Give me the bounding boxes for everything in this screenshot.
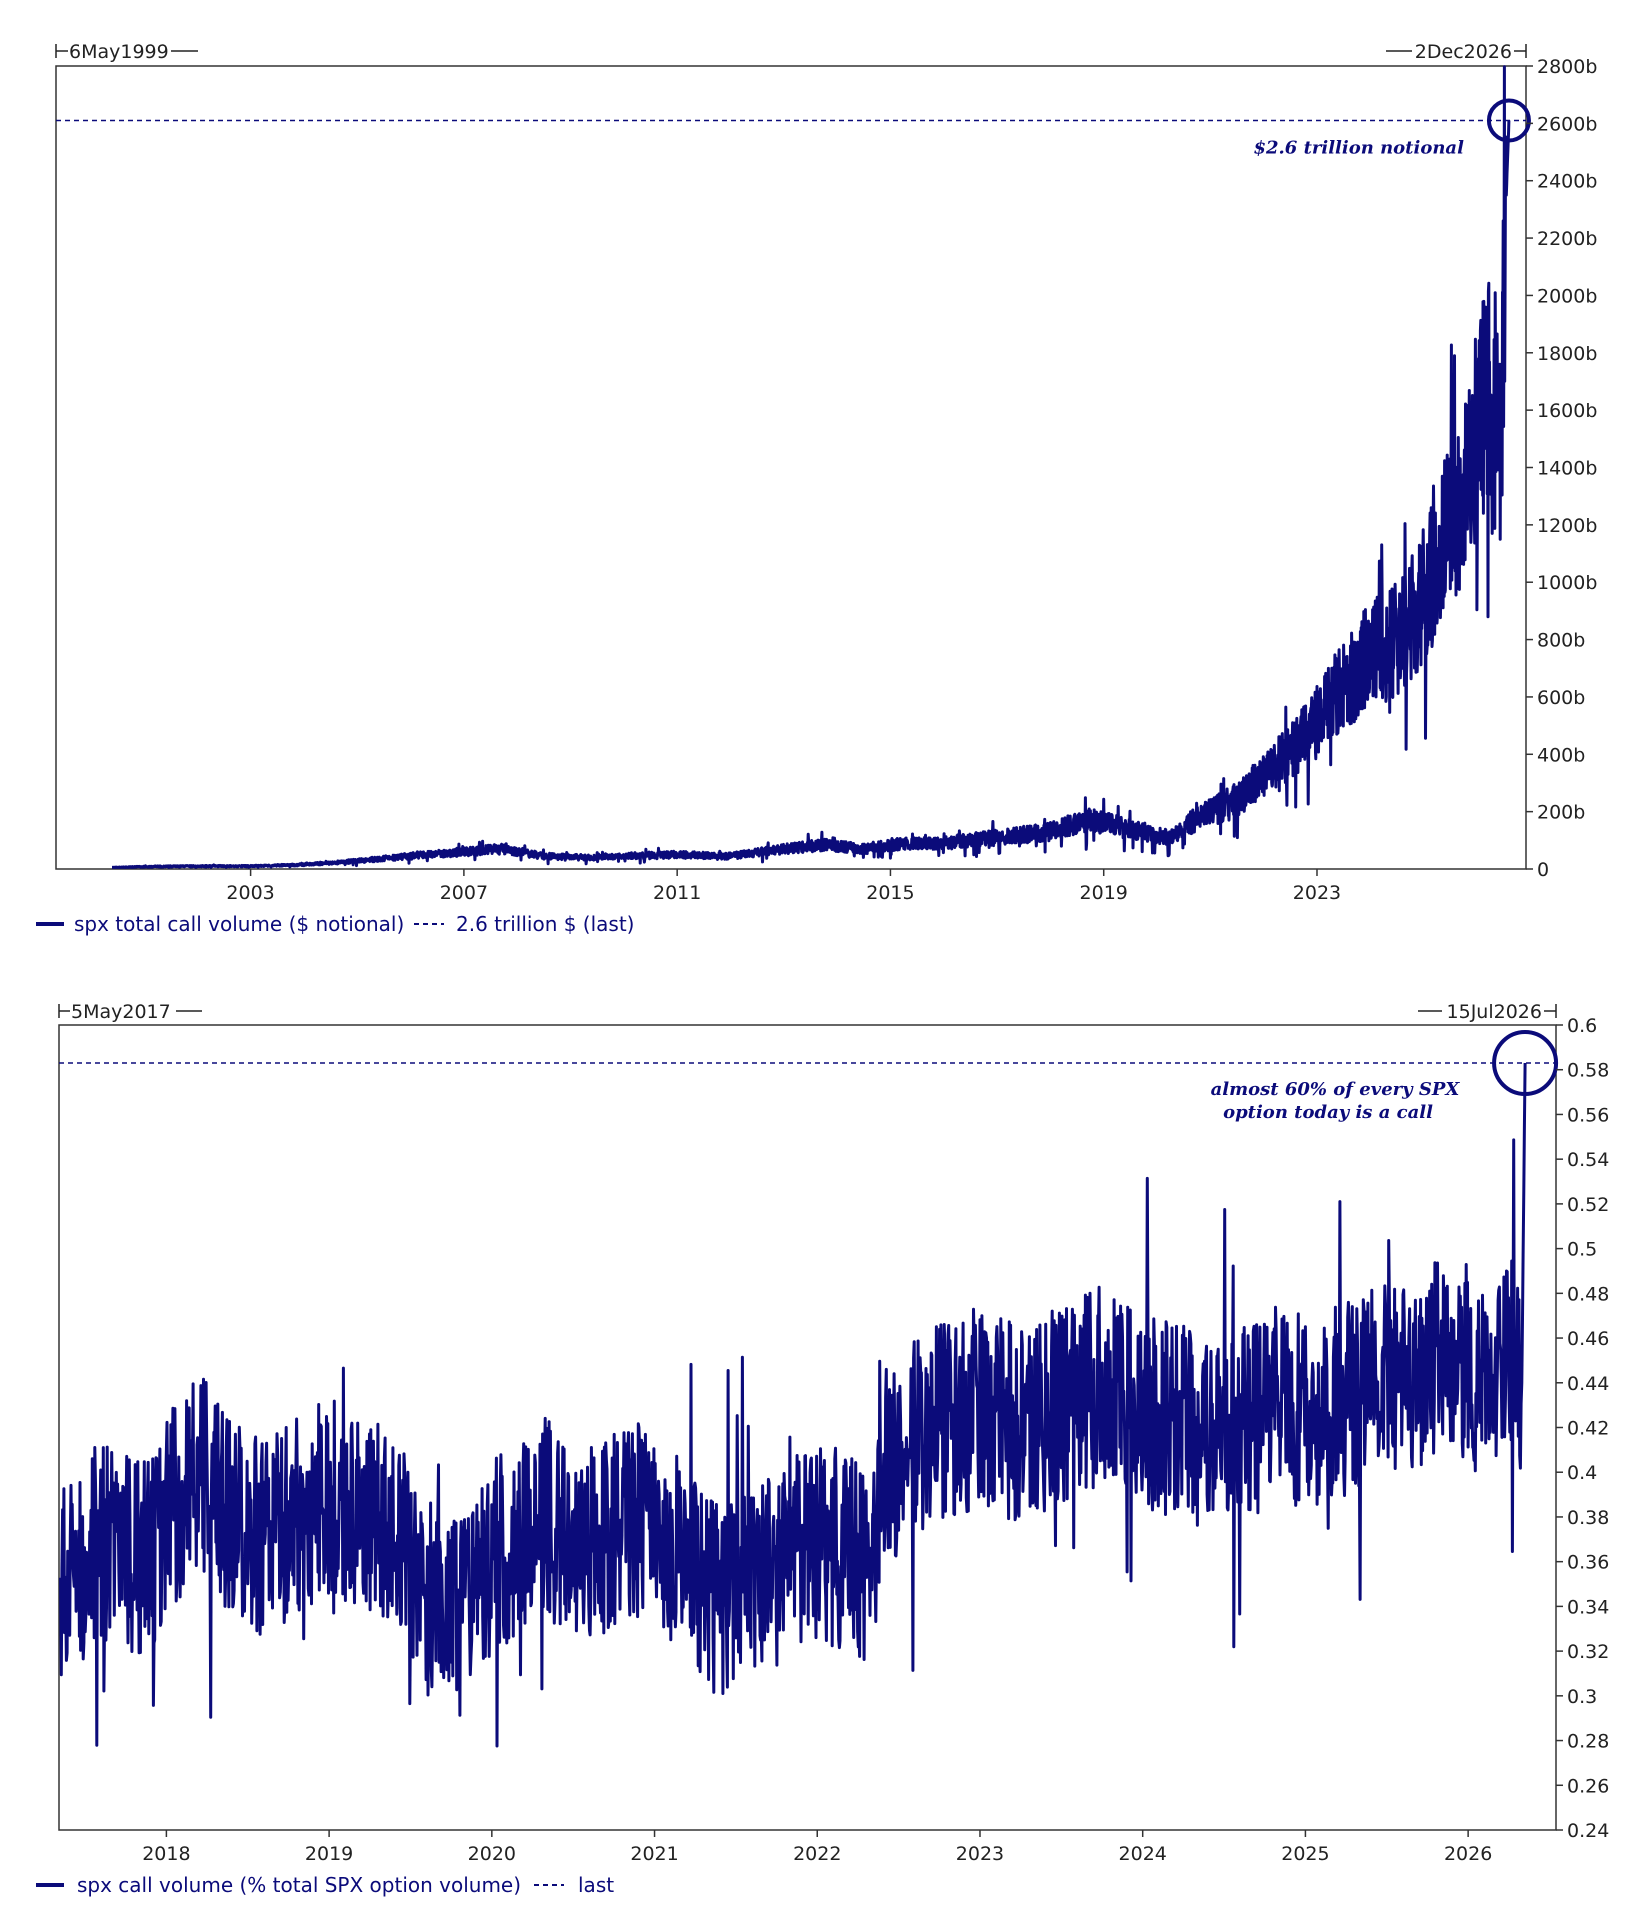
y-tick-label: 0 [1537,859,1549,881]
y-tick-label: 0.24 [1567,1820,1609,1842]
y-tick-label: 1400b [1537,458,1597,480]
y-tick-label: 1200b [1537,515,1597,537]
range-end-label: 2Dec2026 [1415,41,1512,63]
range-start-label: 6May1999 [69,41,169,63]
series-line-call-share [59,1062,1527,1748]
x-tick-label: 2024 [1119,1843,1167,1865]
series-line-call-notional [110,65,1511,869]
y-tick-label: 1600b [1537,400,1597,422]
x-tick-label: 2007 [440,882,488,904]
chart-call-notional: $2.6 trillion notional 0 200b 400b 600b 800b… [36,41,1597,936]
y-tick-label: 0.5 [1567,1239,1597,1261]
legend-label-last: last [578,1873,614,1897]
y-tick-label: 2400b [1537,171,1597,193]
range-start-marker: 5May2017 [58,1001,202,1023]
x-tick-label: 2021 [630,1843,678,1865]
legend: spx total call volume ($ notional) 2.6 t… [36,912,635,936]
y-tick-label: 0.28 [1567,1731,1609,1753]
highlight-circle [1486,98,1531,143]
y-tick-label: 0.38 [1567,1507,1609,1529]
y-tick-label: 0.6 [1567,1015,1597,1037]
range-end-marker: 15Jul2026 [1418,1001,1557,1023]
y-tick-label: 0.42 [1567,1418,1609,1440]
highlight-circle [1492,1030,1559,1097]
range-end-label: 15Jul2026 [1447,1001,1542,1023]
x-tick-label: 2003 [226,882,274,904]
y-tick-label: 2800b [1537,56,1597,78]
y-tick-label: 0.48 [1567,1283,1609,1305]
x-tick-label: 2019 [305,1843,353,1865]
y-tick-label: 2000b [1537,285,1597,307]
y-tick-label: 0.56 [1567,1104,1609,1126]
annotation-line-2: option today is a call [1223,1102,1433,1123]
y-tick-label: 2600b [1537,113,1597,135]
x-tick-label: 2023 [956,1843,1004,1865]
range-start-marker: 6May1999 [55,41,198,63]
legend-label-last: 2.6 trillion $ (last) [456,912,635,936]
y-tick-label: 1800b [1537,343,1597,365]
y-tick-label: 400b [1537,744,1585,766]
x-tick-label: 2011 [653,882,701,904]
y-tick-label: 800b [1537,630,1585,652]
y-tick-label: 0.36 [1567,1552,1609,1574]
x-tick-label: 2025 [1281,1843,1329,1865]
x-tick-label: 2019 [1080,882,1128,904]
x-tick-label: 2022 [793,1843,841,1865]
range-start-label: 5May2017 [71,1001,171,1023]
y-tick-label: 1000b [1537,572,1597,594]
y-tick-label: 0.58 [1567,1060,1609,1082]
x-tick-label: 2026 [1444,1843,1492,1865]
annotation-line-1: almost 60% of every SPX [1211,1079,1461,1100]
y-tick-label: 0.26 [1567,1775,1609,1797]
y-tick-label: 0.52 [1567,1194,1609,1216]
x-tick-label: 2023 [1293,882,1341,904]
x-tick-label: 2020 [468,1843,516,1865]
y-tick-label: 0.46 [1567,1328,1609,1350]
x-tick-label: 2018 [142,1843,190,1865]
y-tick-label: 0.4 [1567,1462,1597,1484]
y-tick-label: 200b [1537,802,1585,824]
y-tick-label: 0.44 [1567,1373,1609,1395]
annotation-text: $2.6 trillion notional [1253,137,1464,158]
legend: spx call volume (% total SPX option volu… [36,1873,614,1897]
y-tick-label: 0.32 [1567,1641,1609,1663]
y-tick-label: 0.3 [1567,1686,1597,1708]
chart-call-share: almost 60% of every SPX option today is … [36,1001,1609,1897]
y-tick-label: 0.54 [1567,1149,1609,1171]
y-tick-label: 600b [1537,687,1585,709]
legend-label-series: spx call volume (% total SPX option volu… [77,1873,521,1897]
y-tick-label: 0.34 [1567,1596,1609,1618]
legend-label-series: spx total call volume ($ notional) [74,912,404,936]
x-tick-label: 2015 [866,882,914,904]
range-end-marker: 2Dec2026 [1386,41,1527,63]
y-tick-label: 2200b [1537,228,1597,250]
